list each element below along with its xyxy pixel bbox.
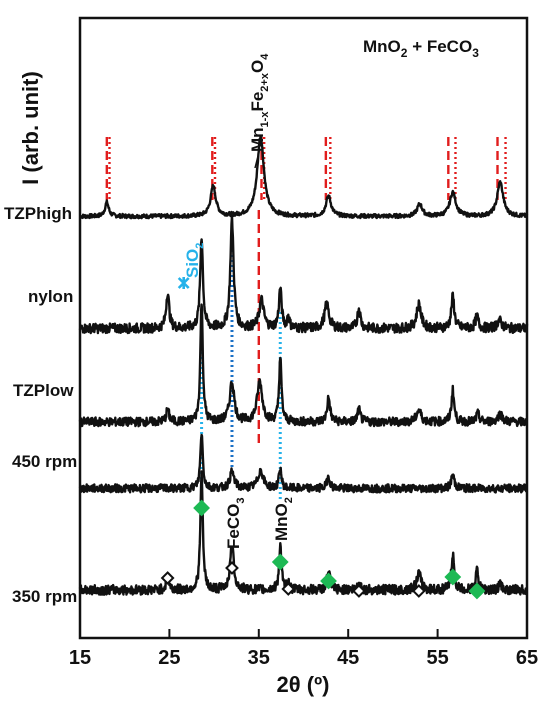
spinel-leader-line [254,155,259,169]
sio2-annotation: SiO2 [183,243,206,278]
chart-title: MnO2 + FeCO3 [363,37,479,60]
x-axis-ticks: 15 25 35 45 55 65 [69,629,538,669]
feco3-annotation: FeCO3 [224,498,247,549]
trace-label-350rpm: 350 rpm [12,587,77,606]
x-tick-label: 55 [426,647,448,669]
mno2-marker [468,582,486,600]
feco3-marker [352,584,366,598]
xrd-trace-tzplow [78,303,528,428]
plot-frame [78,16,529,640]
xrd-trace-nylon [78,214,529,335]
mno2-annotation: MnO2 [272,497,295,541]
phase-markers [160,277,486,600]
trace-label-450rpm: 450 rpm [12,452,77,471]
x-tick-label: 65 [516,647,538,669]
spinel-annotation: Mn1-xFe2+xO4 [248,53,271,152]
mno2-marker [193,499,210,517]
y-axis-title: I (arb. unit) [18,71,43,185]
xrd-trace-450-rpm [78,433,528,494]
feco3-marker [225,561,239,575]
xrd-trace-tzphigh [79,135,529,220]
mno2-marker [271,553,289,571]
mno2-marker [320,572,337,590]
feco3-marker [411,584,426,598]
xrd-trace-350-rpm [78,470,528,596]
feco3-marker [281,582,296,596]
diffraction-traces [78,135,529,596]
feco3-marker [160,571,175,585]
x-axis-title: 2θ (º) [277,672,330,697]
x-tick-label: 45 [337,647,359,669]
trace-label-tzplow: TZPlow [13,381,74,400]
x-tick-label: 25 [158,647,180,669]
trace-label-tzphigh: TZPhigh [4,204,72,223]
sio2-marker [177,277,190,289]
reference-lines [105,137,507,500]
trace-label-nylon: nylon [28,287,73,306]
x-tick-label: 15 [69,647,91,669]
x-tick-label: 35 [248,647,270,669]
mno2-marker [444,568,462,586]
